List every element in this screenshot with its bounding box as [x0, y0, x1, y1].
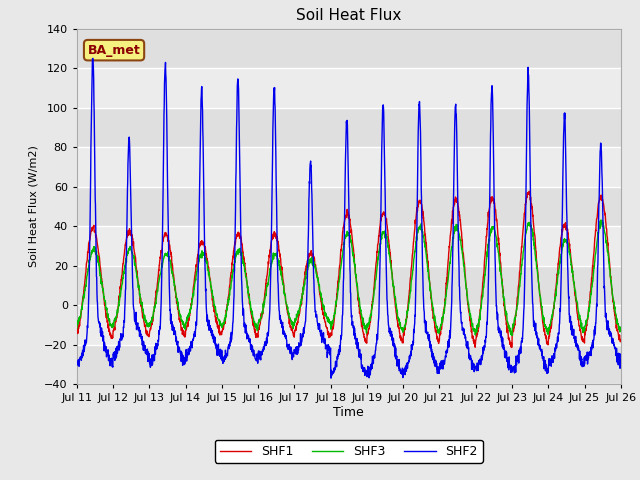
Bar: [77, 108, 621, 147]
Bar: [77, 29, 621, 68]
SHF1: [617, 337, 625, 343]
Y-axis label: Soil Heat Flux (W/m2): Soil Heat Flux (W/m2): [29, 145, 38, 267]
Bar: [77, 147, 621, 187]
Legend: SHF1, SHF3, SHF2: SHF1, SHF3, SHF2: [214, 440, 483, 463]
Line: SHF3: SHF3: [77, 220, 621, 336]
SHF2: [73, 362, 81, 368]
X-axis label: Time: Time: [333, 406, 364, 419]
SHF1: [508, 345, 516, 350]
SHF2: [570, 332, 577, 338]
SHF1: [507, 340, 515, 346]
Bar: [77, 187, 621, 226]
SHF3: [507, 332, 515, 337]
SHF1: [584, 310, 592, 315]
SHF2: [327, 375, 335, 381]
Line: SHF2: SHF2: [77, 59, 621, 378]
SHF2: [225, 341, 232, 347]
SHF2: [617, 360, 625, 365]
SHF3: [569, 274, 577, 279]
SHF1: [570, 276, 577, 281]
Bar: [77, 265, 621, 305]
SHF3: [617, 324, 625, 330]
Line: SHF1: SHF1: [77, 191, 621, 348]
SHF2: [89, 56, 97, 61]
SHF3: [365, 321, 372, 326]
SHF1: [73, 328, 81, 334]
SHF3: [225, 300, 232, 305]
SHF2: [365, 364, 372, 370]
SHF3: [508, 333, 516, 338]
Bar: [77, 226, 621, 265]
SHF2: [584, 356, 592, 361]
Text: BA_met: BA_met: [88, 44, 140, 57]
SHF1: [376, 222, 384, 228]
Title: Soil Heat Flux: Soil Heat Flux: [296, 9, 401, 24]
SHF1: [225, 295, 232, 300]
Bar: [77, 68, 621, 108]
SHF2: [377, 220, 385, 226]
SHF1: [525, 188, 533, 194]
SHF3: [584, 312, 592, 318]
SHF1: [365, 328, 372, 334]
Bar: [77, 345, 621, 384]
Bar: [77, 305, 621, 345]
SHF3: [376, 243, 384, 249]
SHF3: [597, 217, 605, 223]
SHF3: [73, 325, 81, 331]
SHF2: [508, 362, 515, 368]
